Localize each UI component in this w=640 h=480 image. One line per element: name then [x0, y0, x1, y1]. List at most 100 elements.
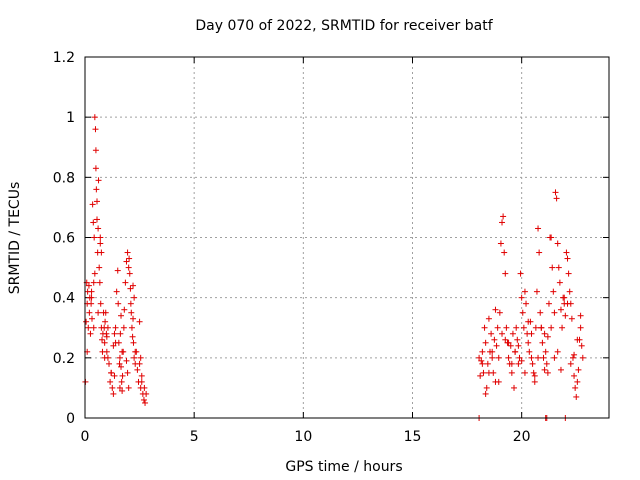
data-point [88, 294, 95, 301]
data-point [554, 348, 561, 355]
data-point [101, 339, 108, 346]
data-point [535, 225, 542, 232]
data-point [126, 270, 133, 277]
data-point [96, 264, 103, 271]
data-point [511, 384, 518, 391]
y-axis-label: SRMTID / TECUs [7, 182, 23, 295]
x-tick-label: 20 [513, 429, 531, 445]
data-point [127, 300, 134, 307]
data-point [96, 279, 103, 286]
data-point [551, 309, 558, 316]
data-point [97, 234, 104, 241]
data-point [86, 309, 93, 316]
data-point [500, 213, 507, 220]
data-point [488, 330, 495, 337]
data-point [484, 360, 491, 367]
data-point [554, 240, 561, 247]
data-point [520, 324, 527, 331]
x-tick-label: 0 [81, 429, 90, 445]
data-point [502, 270, 509, 277]
data-point [525, 339, 532, 346]
data-point [91, 270, 98, 277]
data-point [112, 324, 119, 331]
data-point [531, 378, 538, 385]
data-point [563, 249, 570, 256]
data-point [517, 270, 524, 277]
data-point [512, 348, 519, 355]
data-point [518, 357, 525, 364]
data-point [515, 342, 522, 349]
data-point [87, 330, 94, 337]
data-point [137, 354, 144, 361]
data-point [489, 348, 496, 355]
data-point [138, 378, 145, 385]
data-point [572, 384, 579, 391]
data-point [110, 390, 117, 397]
data-point [579, 354, 586, 361]
data-point [92, 165, 99, 172]
data-point [99, 336, 106, 343]
data-point [525, 318, 532, 325]
y-tick-label: 0.2 [53, 351, 75, 367]
data-point [115, 300, 122, 307]
data-point [128, 324, 135, 331]
data-point [118, 312, 125, 319]
data-points [82, 114, 586, 421]
data-point [577, 324, 584, 331]
data-point [551, 354, 558, 361]
data-point [518, 294, 525, 301]
data-point [138, 372, 145, 379]
data-point [123, 258, 130, 265]
data-point [541, 330, 548, 337]
data-point [497, 240, 504, 247]
y-tick-label: 1.2 [53, 50, 75, 66]
data-point [111, 372, 118, 379]
data-point [110, 342, 117, 349]
data-point [90, 219, 97, 226]
data-point [125, 264, 132, 271]
data-point [537, 309, 544, 316]
data-point [134, 366, 141, 373]
data-point [103, 333, 110, 340]
data-point [116, 354, 123, 361]
data-point [482, 390, 489, 397]
data-point [577, 312, 584, 319]
data-point [514, 336, 521, 343]
data-point [478, 357, 485, 364]
data-point [540, 354, 547, 361]
data-point [561, 294, 568, 301]
data-point [479, 360, 486, 367]
data-point [574, 378, 581, 385]
data-point [543, 360, 550, 367]
data-point [140, 396, 147, 403]
data-point [95, 177, 102, 184]
data-point [555, 264, 562, 271]
data-point [90, 279, 97, 286]
data-point [513, 324, 520, 331]
y-tick-label: 0.6 [53, 231, 75, 247]
data-point [107, 378, 114, 385]
data-point [548, 234, 555, 241]
data-point [568, 315, 575, 322]
data-point [544, 333, 551, 340]
data-point [565, 270, 572, 277]
data-point [93, 186, 100, 193]
data-point [516, 354, 523, 361]
data-point [521, 369, 528, 376]
data-point [95, 309, 102, 316]
data-point [142, 399, 149, 406]
data-point [491, 336, 498, 343]
data-point [116, 360, 123, 367]
data-point [113, 288, 120, 295]
data-point [569, 354, 576, 361]
data-point [88, 288, 95, 295]
data-point [116, 384, 123, 391]
data-point [85, 324, 92, 331]
data-point [103, 348, 110, 355]
plot-frame [84, 56, 610, 419]
data-point [528, 354, 535, 361]
data-point [112, 339, 119, 346]
data-point [492, 306, 499, 313]
data-point [575, 366, 582, 373]
